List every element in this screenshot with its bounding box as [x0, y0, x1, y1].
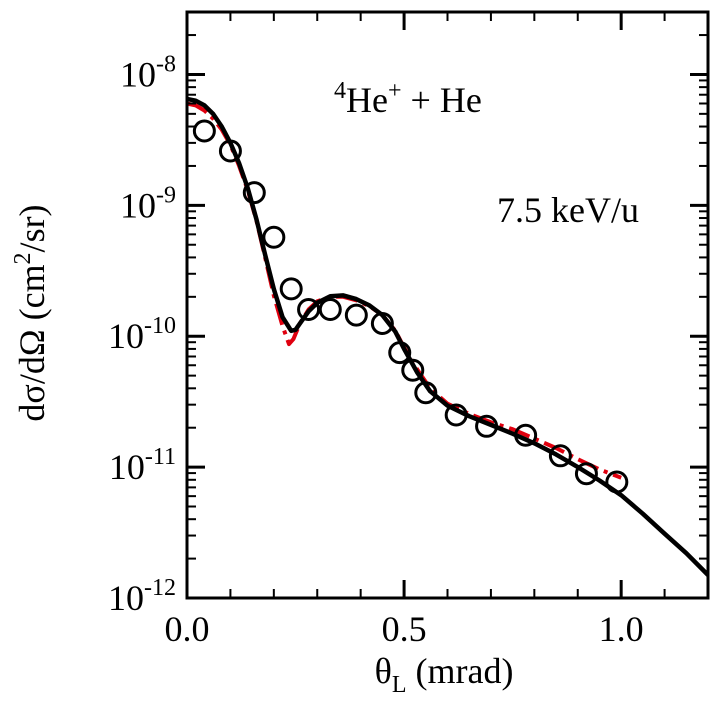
data-point-circle	[318, 298, 342, 322]
data-point-circle	[414, 381, 438, 405]
ticks-layer	[185, 12, 709, 600]
reaction-annotation: 4He+ + He	[334, 78, 482, 120]
data-point-circle	[344, 303, 368, 327]
reaction-rest: + He	[402, 80, 482, 120]
y-tick-label: 10-10	[108, 313, 176, 356]
data-point-circle	[514, 423, 538, 447]
x-axis-unit: (mrad)	[406, 651, 513, 691]
y-axis-sup: 2	[10, 252, 36, 264]
y-axis-label: dσ/dΩ (cm2/sr)	[10, 204, 52, 421]
y-axis-tail: /sr)	[12, 204, 52, 252]
reaction-mass-number: 4	[334, 78, 346, 104]
x-axis-subscript: L	[392, 672, 407, 698]
black-solid-curve	[186, 96, 710, 577]
x-tick-label: 1.0	[599, 609, 644, 649]
data-point-circle	[475, 414, 499, 438]
y-tick-label: 10-9	[120, 182, 176, 225]
tick-labels: 10-8 10-9 10-10 10-11 10-120.0 0.5 1.0	[108, 51, 644, 649]
data-point-circle	[605, 470, 629, 494]
data-point-circle	[192, 119, 216, 143]
data-point-circle	[218, 139, 242, 163]
data-point-circle	[401, 358, 425, 382]
reaction-ion: He	[346, 80, 388, 120]
data-point-circle	[574, 462, 598, 486]
x-tick-label: 0.0	[165, 609, 210, 649]
red-dashdot-curve	[186, 101, 622, 480]
data-point-circle	[370, 312, 394, 336]
series-layer	[186, 96, 710, 577]
y-tick-label: 10-12	[108, 575, 176, 618]
x-tick-label: 0.5	[382, 609, 427, 649]
data-point-circle	[262, 225, 286, 249]
data-point-circle	[297, 298, 321, 322]
y-tick-label: 10-11	[109, 444, 176, 487]
x-axis-symbol: θ	[375, 651, 392, 691]
energy-annotation: 7.5 keV/u	[497, 190, 639, 230]
y-tick-label: 10-8	[120, 51, 176, 94]
data-point-circle	[388, 341, 412, 365]
data-point-circle	[242, 181, 266, 205]
data-point-circle	[548, 444, 572, 468]
y-axis-main: dσ/dΩ (cm	[12, 264, 52, 421]
data-point-circle	[444, 403, 468, 427]
data-point-circle	[279, 277, 303, 301]
reaction-charge: +	[388, 78, 402, 104]
x-axis-label: θL (mrad)	[375, 651, 514, 698]
